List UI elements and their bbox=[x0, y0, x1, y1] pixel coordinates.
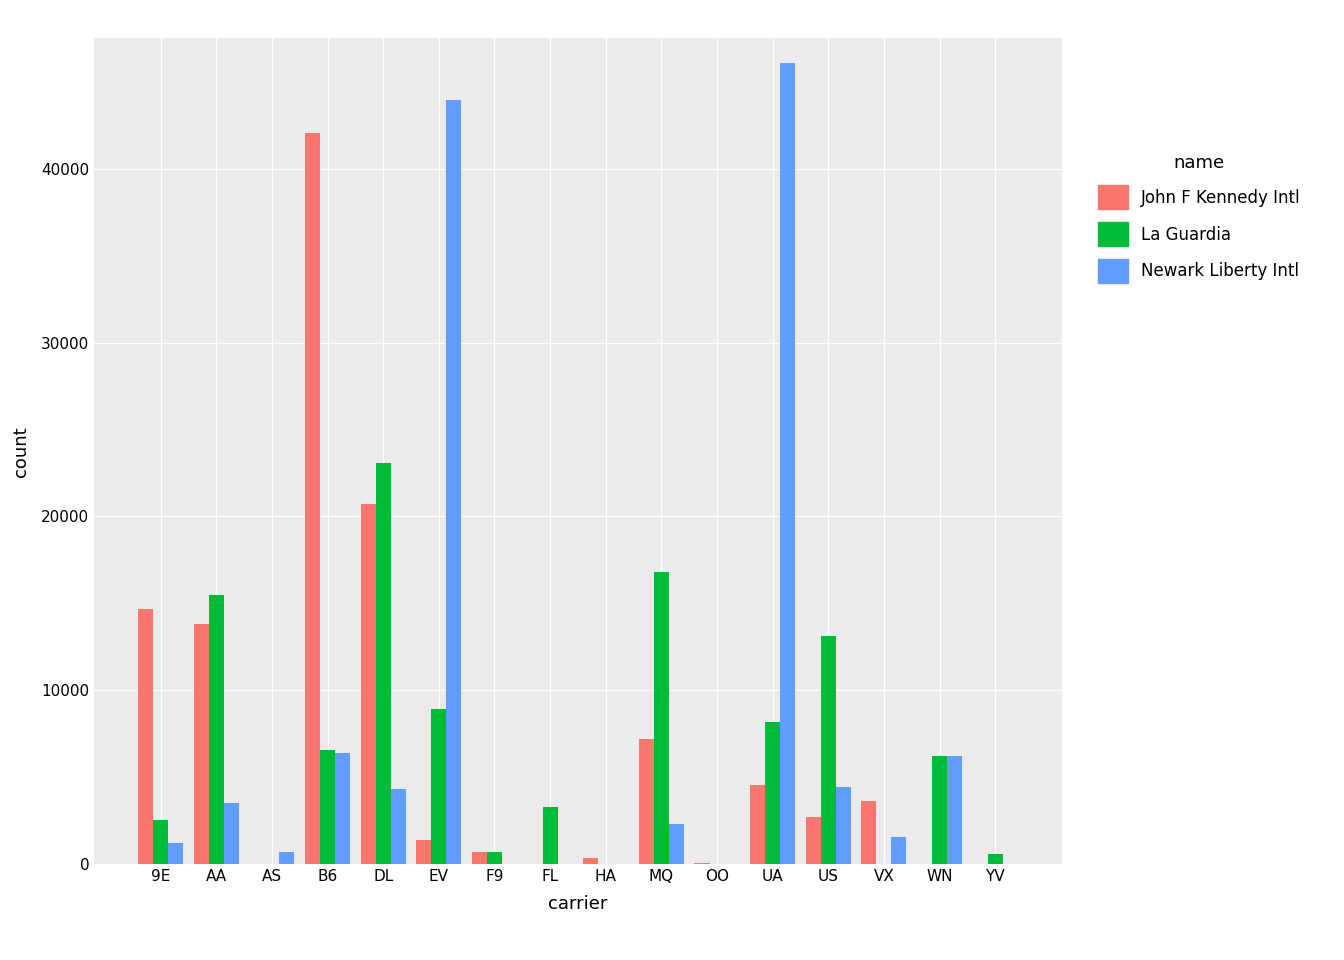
Bar bbox=[376, 463, 391, 864]
Bar bbox=[320, 750, 335, 864]
Bar bbox=[655, 572, 669, 864]
Bar bbox=[472, 852, 487, 864]
Bar bbox=[335, 753, 349, 864]
Legend: John F Kennedy Intl, La Guardia, Newark Liberty Intl: John F Kennedy Intl, La Guardia, Newark … bbox=[1090, 146, 1309, 291]
Bar bbox=[446, 100, 461, 864]
Bar bbox=[988, 853, 1003, 864]
Bar bbox=[543, 807, 558, 864]
Bar bbox=[208, 595, 223, 864]
Bar bbox=[487, 852, 501, 864]
Y-axis label: count: count bbox=[12, 426, 30, 476]
Bar bbox=[806, 817, 821, 864]
Bar bbox=[305, 132, 320, 864]
Bar bbox=[583, 858, 598, 864]
Bar bbox=[153, 820, 168, 864]
Bar bbox=[891, 837, 906, 864]
Bar bbox=[638, 739, 655, 864]
Bar bbox=[780, 63, 796, 864]
Bar bbox=[750, 785, 765, 864]
Bar bbox=[223, 804, 239, 864]
Bar bbox=[669, 825, 684, 864]
Bar bbox=[948, 756, 962, 864]
Bar bbox=[391, 788, 406, 864]
Bar bbox=[360, 504, 376, 864]
X-axis label: carrier: carrier bbox=[548, 895, 607, 913]
Bar bbox=[933, 756, 948, 864]
Bar bbox=[836, 787, 851, 864]
Bar bbox=[168, 843, 183, 864]
Bar bbox=[862, 802, 876, 864]
Bar bbox=[417, 840, 431, 864]
Bar bbox=[765, 722, 780, 864]
Bar bbox=[821, 636, 836, 864]
Bar bbox=[138, 610, 153, 864]
Bar bbox=[280, 852, 294, 864]
Bar bbox=[431, 709, 446, 864]
Bar bbox=[194, 624, 208, 864]
